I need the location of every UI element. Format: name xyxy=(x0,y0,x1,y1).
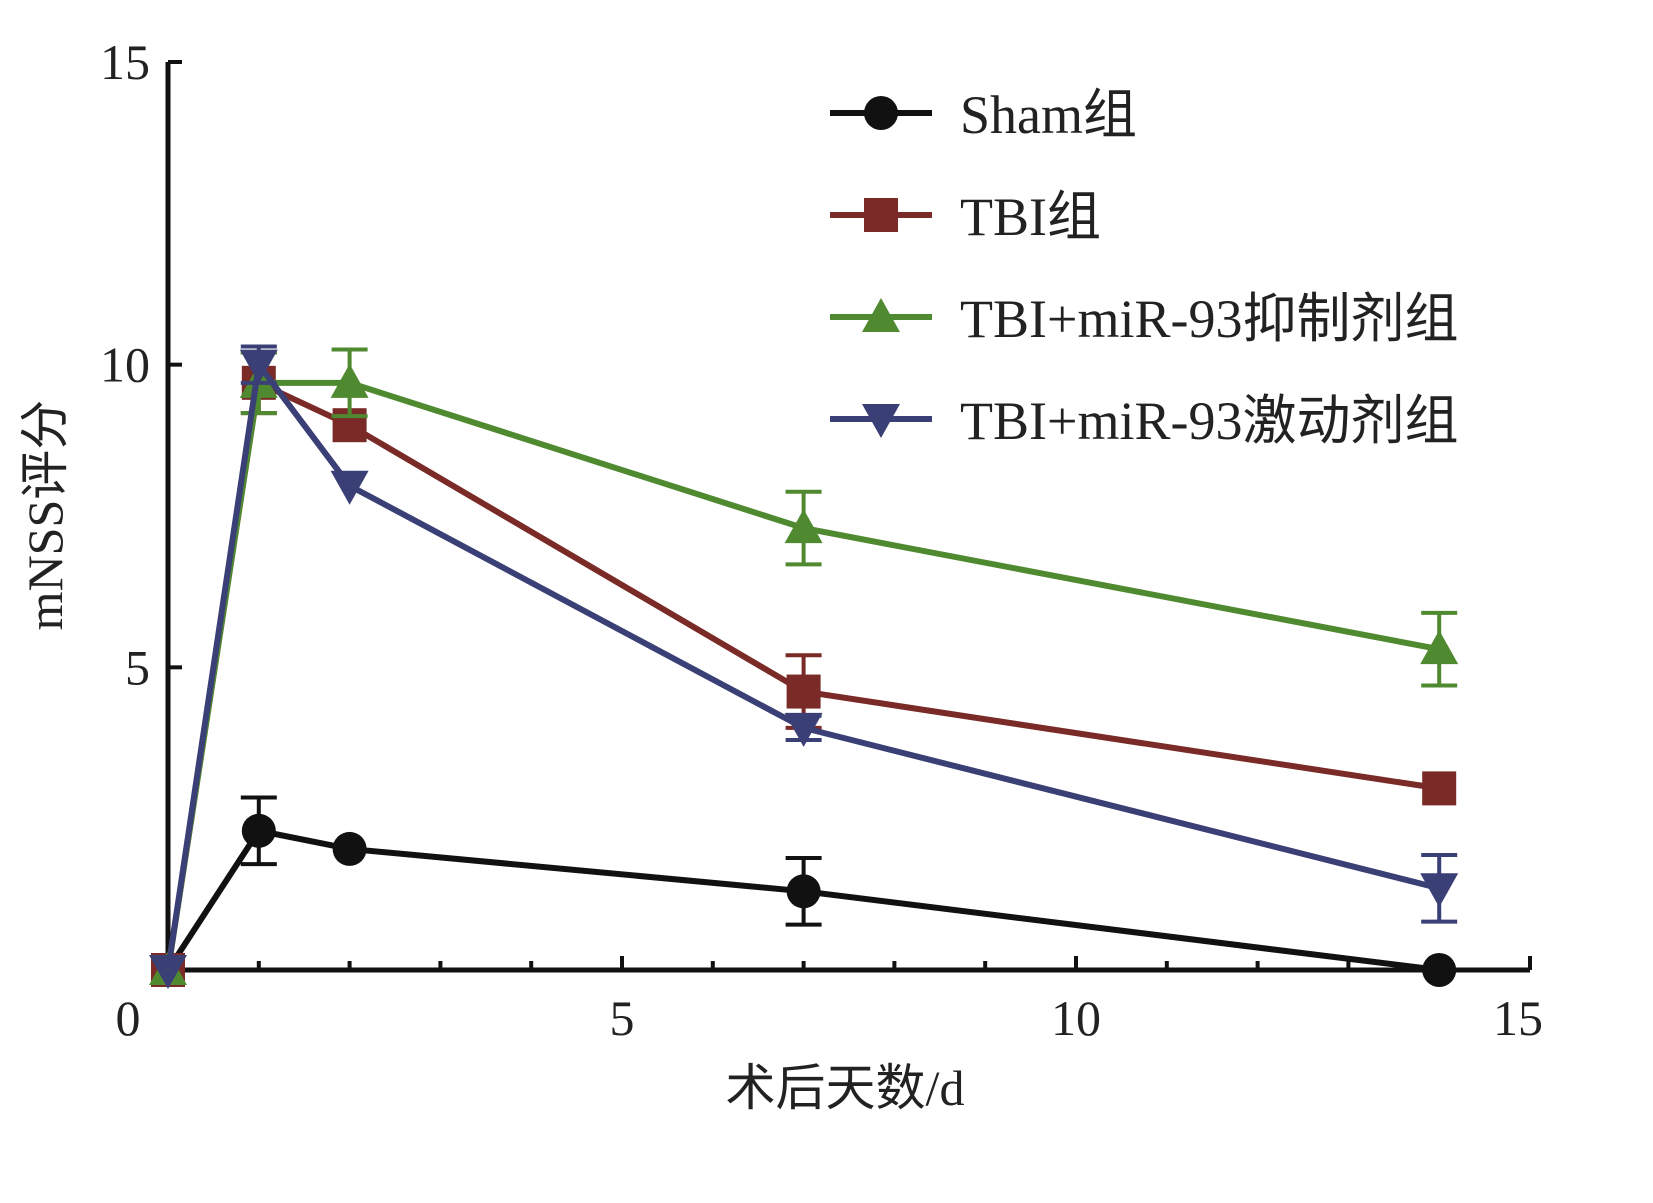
x-axis-label: 术后天数/d xyxy=(726,1060,965,1116)
legend-item-0: Sham组 xyxy=(830,85,1137,145)
data-point xyxy=(239,349,278,384)
legend-item-1: TBI组 xyxy=(830,187,1101,247)
axes: 0 5 10 15 5 10 15 xyxy=(100,34,1543,1046)
legend-label: TBI+miR-93抑制剂组 xyxy=(960,289,1458,349)
x-tick-label: 0 xyxy=(116,990,141,1046)
data-point xyxy=(1422,771,1457,806)
legend-label: Sham组 xyxy=(960,85,1137,145)
x-tick-label: 15 xyxy=(1493,990,1543,1046)
data-point xyxy=(241,813,276,848)
legend-item-3: TBI+miR-93激动剂组 xyxy=(830,391,1458,451)
data-point xyxy=(786,874,821,909)
y-tick-label: 15 xyxy=(100,34,150,90)
series-3 xyxy=(149,344,1459,989)
data-point xyxy=(149,955,187,989)
legend-marker xyxy=(862,404,900,438)
data-point xyxy=(1420,630,1459,665)
data-point xyxy=(786,674,821,709)
data-point xyxy=(1422,953,1457,987)
x-tick-label: 10 xyxy=(1051,990,1101,1046)
y-axis-label: mNSS评分 xyxy=(17,400,73,631)
legend-label: TBI+miR-93激动剂组 xyxy=(960,391,1458,451)
data-point xyxy=(332,831,367,866)
legend-marker xyxy=(862,298,900,332)
legend-marker xyxy=(864,198,898,232)
data-point xyxy=(784,712,823,747)
y-tick-label: 10 xyxy=(100,337,150,393)
legend-marker xyxy=(864,96,898,130)
data-point xyxy=(1420,873,1459,908)
series-0 xyxy=(151,795,1457,987)
legend-label: TBI组 xyxy=(960,187,1101,247)
data-point xyxy=(330,363,369,398)
legend-item-2: TBI+miR-93抑制剂组 xyxy=(830,289,1458,349)
y-tick-label: 5 xyxy=(125,639,150,695)
legend: Sham组 TBI组 TBI+miR-93抑制剂组 TBI+miR-93激动剂组 xyxy=(830,85,1458,451)
x-tick-label: 5 xyxy=(610,990,635,1046)
series-layer xyxy=(149,344,1459,989)
data-point xyxy=(330,470,369,505)
data-point xyxy=(784,509,823,544)
